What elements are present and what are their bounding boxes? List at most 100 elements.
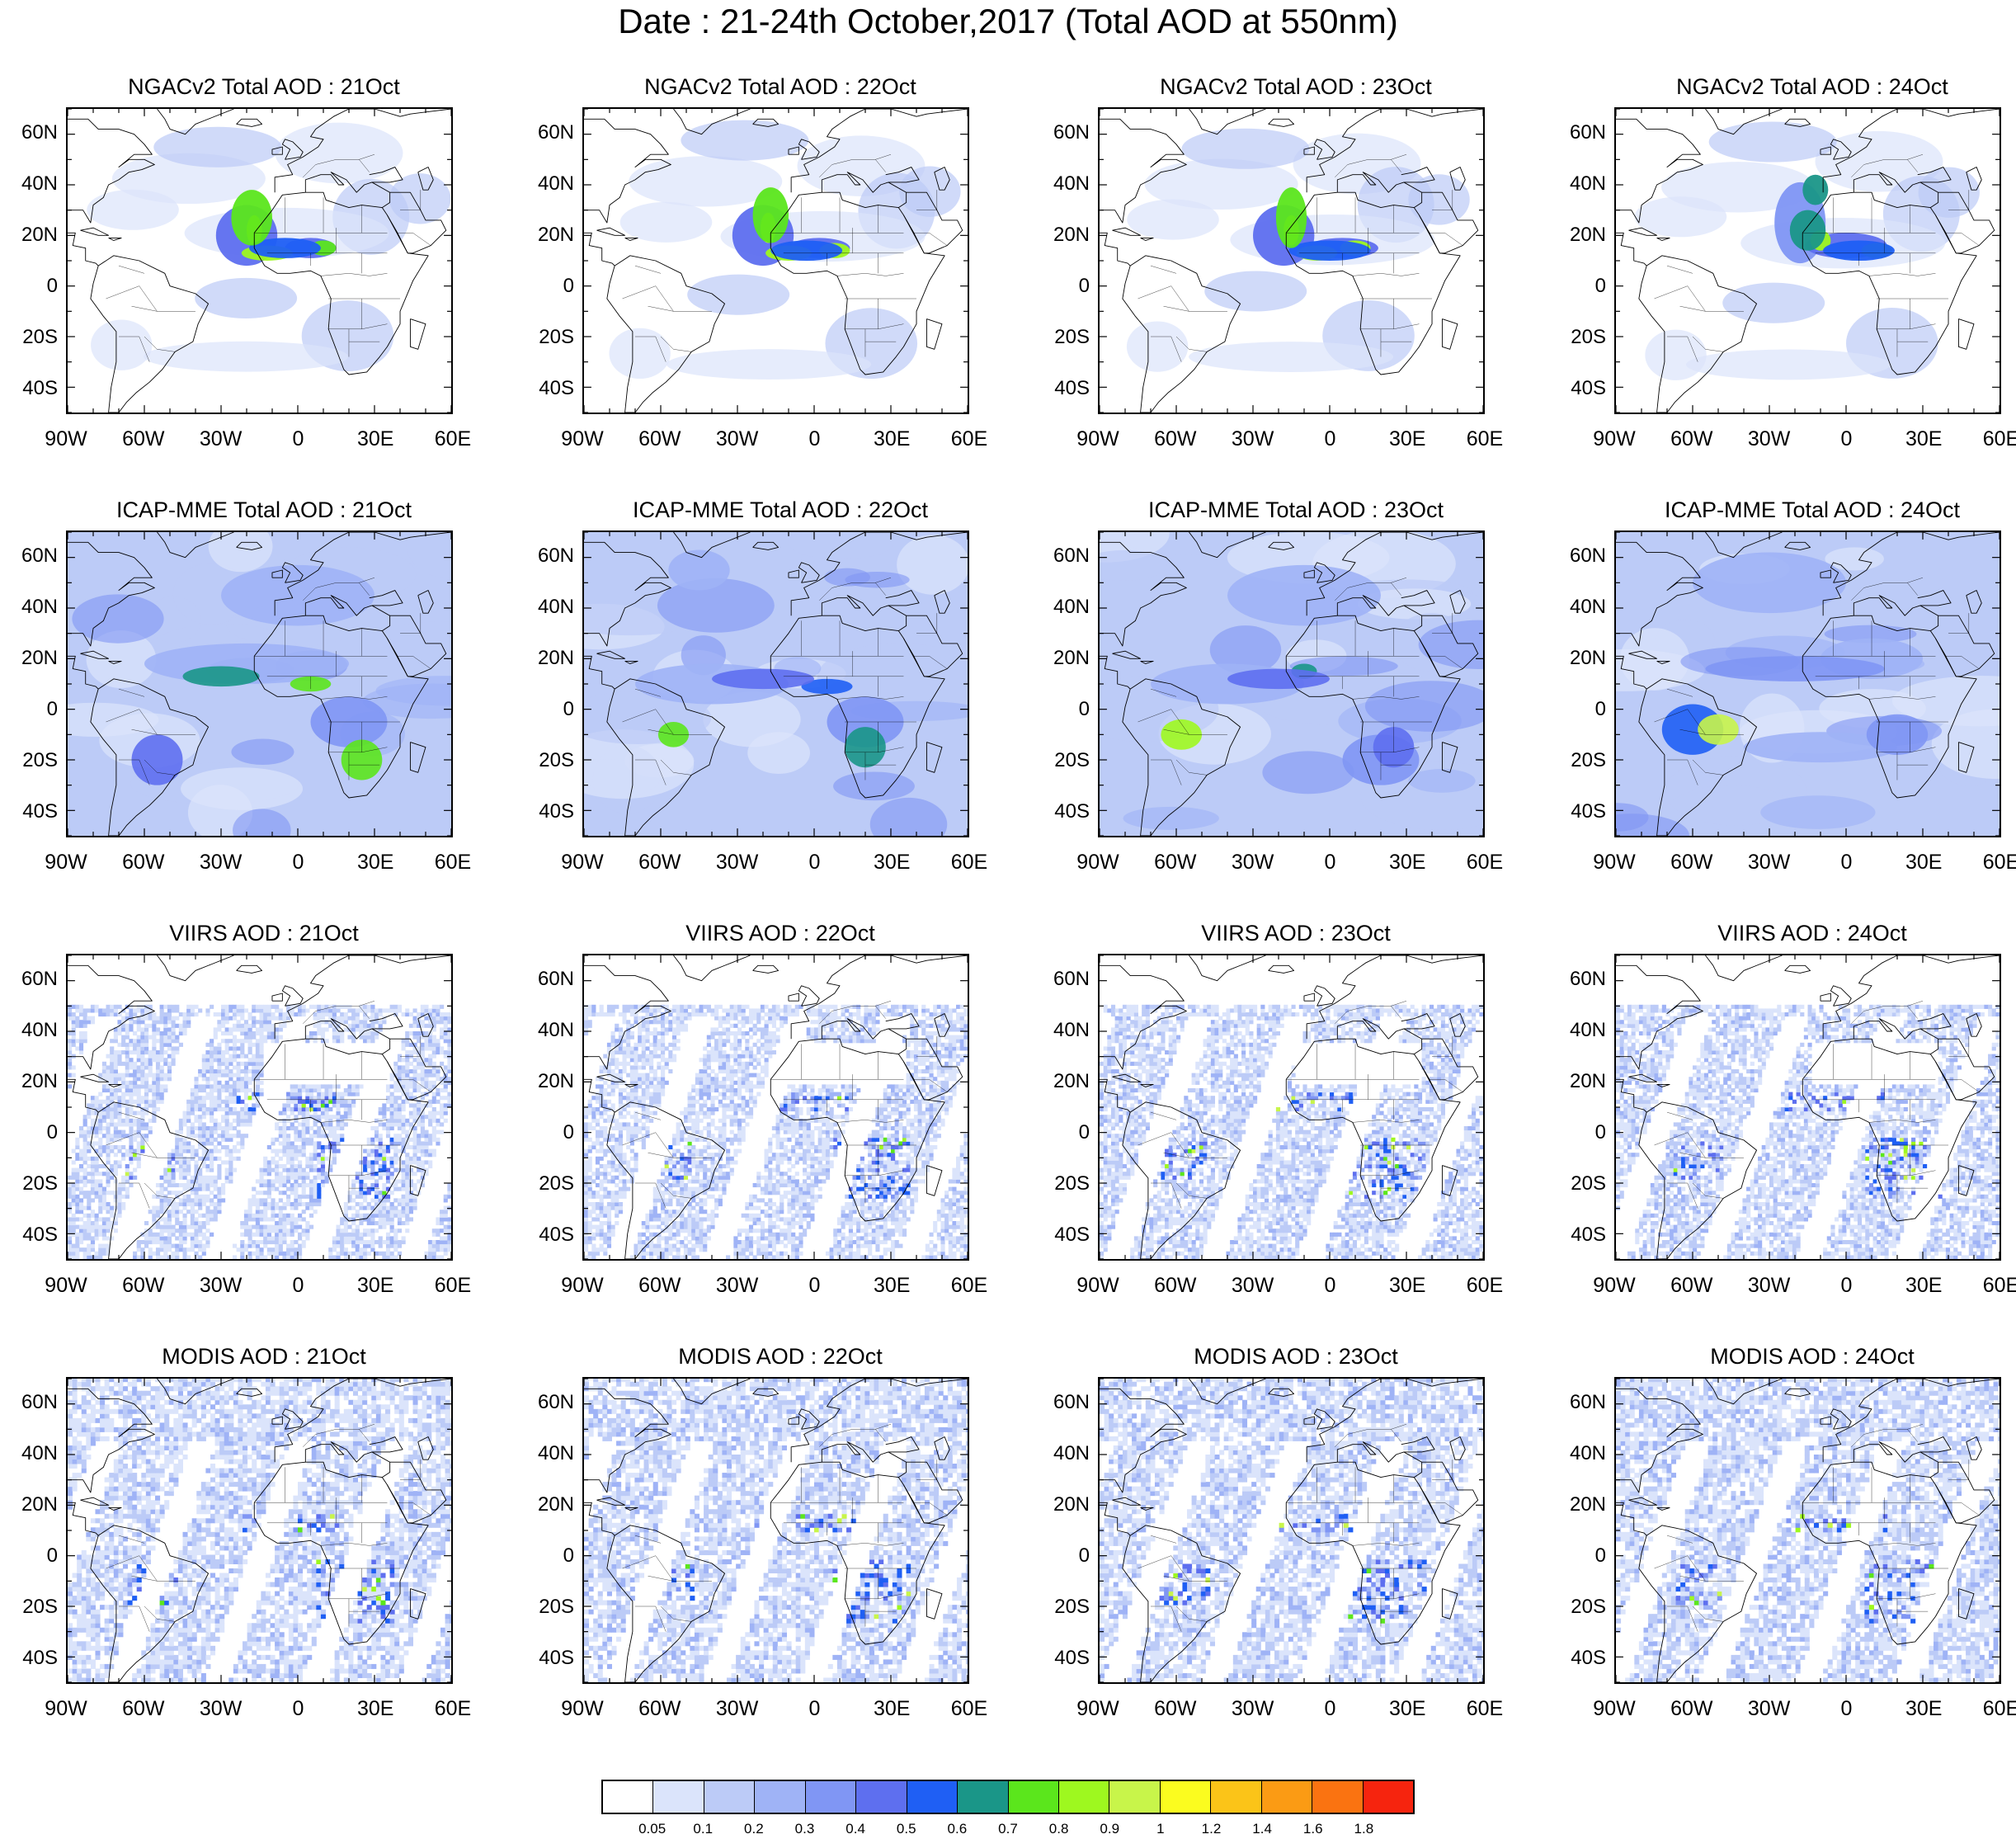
lat-tick-label: 60N bbox=[16, 123, 58, 143]
map-panel-icap-mme-4: ICAP-MME Total AOD : 24Oct 60N 40N 20N 0 20S 4… bbox=[1565, 497, 2016, 877]
lon-tick-label: 0 bbox=[1813, 1274, 1879, 1298]
aod-map bbox=[1614, 530, 2001, 837]
colorbar-tick-label: 0.4 bbox=[831, 1821, 880, 1837]
lon-tick-label: 90W bbox=[33, 851, 99, 875]
lat-tick-label: 40N bbox=[1565, 597, 1606, 617]
lat-tick-label: 20N bbox=[16, 1495, 58, 1515]
lat-tick-label: 40S bbox=[533, 1648, 574, 1668]
lon-tick-label: 30W bbox=[1736, 1274, 1802, 1298]
lon-tick-label: 30E bbox=[859, 1697, 925, 1721]
lon-tick-label: 30W bbox=[704, 427, 770, 451]
lat-tick-label: 60N bbox=[533, 123, 574, 143]
aod-map bbox=[1614, 1377, 2001, 1684]
colorbar-swatch bbox=[1312, 1781, 1364, 1813]
lat-tick-label: 20N bbox=[1048, 648, 1090, 668]
lon-tick-label: 30W bbox=[1220, 1274, 1286, 1298]
lat-tick-label: 20S bbox=[1048, 751, 1090, 771]
lat-tick-label: 20S bbox=[1565, 1597, 1606, 1617]
lon-tick-label: 60W bbox=[1142, 1697, 1208, 1721]
lon-tick-label: 60W bbox=[1659, 1274, 1725, 1298]
lon-tick-label: 60E bbox=[420, 427, 486, 451]
lat-tick-label: 40N bbox=[1048, 597, 1090, 617]
aod-map bbox=[66, 530, 453, 837]
aod-field bbox=[1616, 955, 2000, 1259]
lon-tick-label: 60E bbox=[936, 427, 1002, 451]
lon-tick-label: 30E bbox=[859, 427, 925, 451]
lat-tick-label: 60N bbox=[16, 546, 58, 566]
lat-tick-label: 60N bbox=[533, 546, 574, 566]
lon-tick-label: 90W bbox=[1581, 1274, 1647, 1298]
panel-title: ICAP-MME Total AOD : 23Oct bbox=[1098, 497, 1494, 523]
lon-tick-label: 0 bbox=[781, 1697, 847, 1721]
lat-tick-label: 20N bbox=[1565, 1072, 1606, 1092]
lon-tick-label: 90W bbox=[1581, 427, 1647, 451]
lon-tick-label: 60E bbox=[1452, 1697, 1518, 1721]
lon-tick-label: 30W bbox=[1736, 1697, 1802, 1721]
lon-tick-label: 0 bbox=[265, 1274, 331, 1298]
lat-tick-label: 60N bbox=[1565, 1393, 1606, 1412]
lon-tick-label: 90W bbox=[1065, 1697, 1131, 1721]
colorbar-tick-label: 0.5 bbox=[882, 1821, 931, 1837]
lon-tick-label: 90W bbox=[33, 427, 99, 451]
aod-map bbox=[582, 530, 969, 837]
figure-title: Date : 21-24th October,2017 (Total AOD a… bbox=[0, 2, 2016, 41]
colorbar-swatch bbox=[856, 1781, 907, 1813]
lon-tick-label: 90W bbox=[549, 1697, 615, 1721]
panel-title: MODIS AOD : 21Oct bbox=[66, 1344, 462, 1370]
panel-title: VIIRS AOD : 23Oct bbox=[1098, 921, 1494, 946]
lat-tick-label: 60N bbox=[1565, 969, 1606, 989]
lon-tick-label: 90W bbox=[33, 1274, 99, 1298]
lat-tick-label: 20S bbox=[1048, 328, 1090, 347]
lat-tick-label: 0 bbox=[1565, 1123, 1606, 1143]
lon-tick-label: 90W bbox=[33, 1697, 99, 1721]
lat-tick-label: 0 bbox=[533, 276, 574, 296]
panel-title: MODIS AOD : 23Oct bbox=[1098, 1344, 1494, 1370]
lat-tick-label: 20N bbox=[16, 648, 58, 668]
lat-tick-label: 40N bbox=[533, 1444, 574, 1464]
lon-tick-label: 60E bbox=[420, 1274, 486, 1298]
aod-field bbox=[1100, 532, 1483, 836]
lon-tick-label: 30E bbox=[342, 427, 408, 451]
lon-tick-label: 60W bbox=[111, 1697, 177, 1721]
lon-tick-label: 30E bbox=[859, 851, 925, 875]
lon-tick-label: 30W bbox=[1220, 427, 1286, 451]
aod-colorbar bbox=[601, 1780, 1415, 1814]
lon-tick-label: 0 bbox=[1297, 1274, 1363, 1298]
lat-tick-label: 20N bbox=[1048, 225, 1090, 245]
lon-tick-label: 0 bbox=[1297, 427, 1363, 451]
lat-tick-label: 0 bbox=[1565, 276, 1606, 296]
lat-tick-label: 40S bbox=[1048, 1225, 1090, 1245]
aod-field bbox=[1100, 1379, 1483, 1682]
lon-tick-label: 30W bbox=[188, 851, 254, 875]
lat-tick-label: 20S bbox=[16, 1174, 58, 1194]
lon-tick-label: 60E bbox=[1452, 851, 1518, 875]
map-panel-modis-2: MODIS AOD : 22Oct 60N 40N 20N 0 20S 40S 90W 60W 3… bbox=[533, 1344, 995, 1723]
lat-tick-label: 0 bbox=[1048, 700, 1090, 719]
lat-tick-label: 20N bbox=[533, 1495, 574, 1515]
lat-tick-label: 60N bbox=[533, 1393, 574, 1412]
colorbar-swatch bbox=[653, 1781, 704, 1813]
colorbar-tick-label: 1.8 bbox=[1339, 1821, 1388, 1837]
lon-tick-label: 30W bbox=[704, 1274, 770, 1298]
colorbar-tick-label: 1.4 bbox=[1237, 1821, 1287, 1837]
lon-tick-label: 30E bbox=[859, 1274, 925, 1298]
colorbar-tick-label: 0.7 bbox=[983, 1821, 1033, 1837]
aod-field bbox=[584, 532, 968, 836]
lat-tick-label: 20N bbox=[533, 648, 574, 668]
lat-tick-label: 20S bbox=[533, 328, 574, 347]
lat-tick-label: 40S bbox=[1565, 1648, 1606, 1668]
panel-title: VIIRS AOD : 21Oct bbox=[66, 921, 462, 946]
lat-tick-label: 20S bbox=[1565, 751, 1606, 771]
lat-tick-label: 20S bbox=[533, 1597, 574, 1617]
lat-tick-label: 40N bbox=[1565, 1021, 1606, 1040]
lat-tick-label: 40N bbox=[533, 174, 574, 194]
lat-tick-label: 20S bbox=[16, 1597, 58, 1617]
lon-tick-label: 30W bbox=[704, 851, 770, 875]
lon-tick-label: 0 bbox=[781, 1274, 847, 1298]
lat-tick-label: 40S bbox=[533, 1225, 574, 1245]
lon-tick-label: 30E bbox=[1374, 1274, 1440, 1298]
map-panel-viirs-3: VIIRS AOD : 23Oct 60N 40N 20N 0 20S 40S 90W 60W 3… bbox=[1048, 921, 1510, 1300]
map-panel-ngacv2-4: NGACv2 Total AOD : 24Oct 60N 40N 20N 0 20S 40S… bbox=[1565, 74, 2016, 454]
colorbar-tick-label: 1.2 bbox=[1187, 1821, 1236, 1837]
aod-map bbox=[1098, 107, 1485, 414]
